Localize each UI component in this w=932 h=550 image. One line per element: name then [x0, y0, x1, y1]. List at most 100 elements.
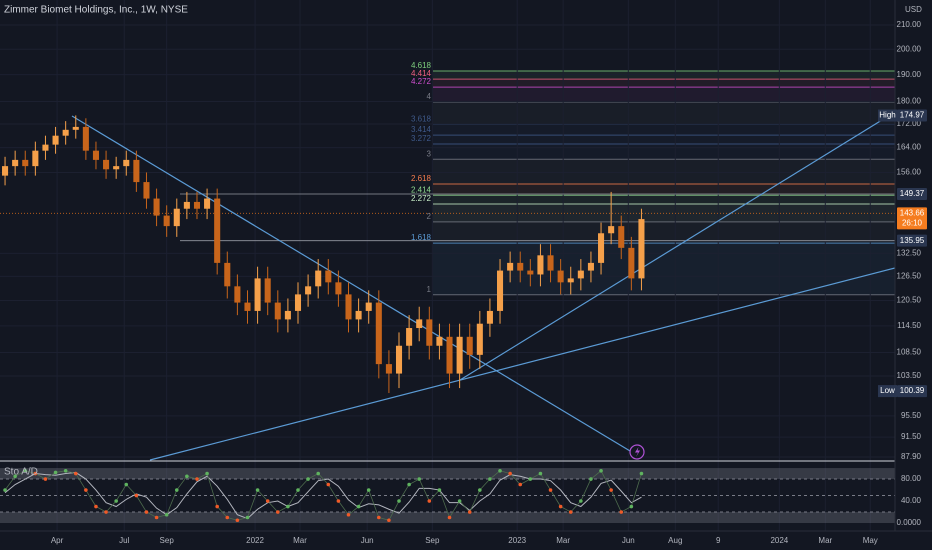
fib-label: 4	[427, 92, 432, 101]
y-tick-label: 87.90	[901, 452, 922, 461]
fib-label: 2.272	[411, 194, 432, 203]
x-tick-label: Mar	[556, 536, 570, 545]
candle-body	[204, 198, 211, 209]
osc-k-point	[326, 482, 331, 487]
candle-body	[123, 159, 130, 167]
osc-k-point	[225, 515, 230, 520]
osc-k-point	[33, 471, 38, 476]
candle-body	[385, 364, 392, 374]
fib-band	[433, 124, 895, 136]
osc-k-point	[599, 468, 603, 473]
currency: USD	[905, 5, 922, 14]
candle-body	[284, 310, 291, 320]
osc-k-point	[447, 515, 452, 520]
candle-body	[345, 294, 352, 320]
candle-body	[496, 270, 504, 311]
price-badge-value: 100.39	[900, 386, 925, 395]
candle-body	[2, 166, 9, 176]
osc-k-point	[609, 488, 613, 492]
candle-body	[92, 150, 99, 160]
y-tick-label: 164.00	[897, 143, 922, 152]
osc-k-point	[53, 470, 58, 475]
candle-body	[325, 270, 332, 283]
osc-k-point	[377, 515, 381, 520]
fib-band	[433, 135, 895, 145]
osc-k-point	[73, 471, 78, 476]
x-tick-label: Sep	[425, 536, 440, 545]
osc-line-k	[4, 470, 642, 521]
osc-k-point	[245, 515, 250, 520]
candle-body	[365, 302, 372, 311]
x-tick-label: Mar	[293, 536, 307, 545]
x-tick-label: Aug	[668, 536, 682, 545]
osc-k-point	[134, 493, 139, 498]
candle-body	[305, 286, 312, 295]
osc-k-point	[43, 477, 48, 481]
x-tick-label: 2022	[246, 536, 264, 545]
osc-k-point	[114, 499, 118, 503]
osc-k-point	[3, 488, 7, 492]
trend-line	[459, 111, 896, 381]
candle-body	[133, 159, 140, 183]
candle-body	[446, 336, 453, 374]
x-tick-label: Jun	[622, 536, 635, 545]
candle-body	[355, 310, 362, 320]
candle-body	[173, 208, 180, 227]
osc-k-point	[124, 482, 129, 487]
candle-body	[416, 319, 423, 329]
x-tick-label: 2024	[770, 536, 788, 545]
price-badge	[897, 207, 927, 230]
price-badge	[897, 109, 927, 122]
candle-body	[628, 247, 635, 279]
fib-label: 2.414	[411, 185, 432, 194]
fib-label: 1	[427, 285, 432, 294]
osc-k-point	[265, 499, 270, 503]
candle-body	[183, 201, 190, 209]
candle-body	[294, 294, 302, 311]
y-tick-label: 210.00	[897, 20, 922, 29]
price-badge-value: 174.97	[900, 111, 925, 120]
y-tick-label: 91.50	[901, 432, 922, 441]
osc-k-point	[366, 488, 371, 492]
candle-body	[638, 219, 645, 279]
overbought-zone	[0, 468, 895, 480]
event-bolt	[635, 447, 640, 457]
candle-body	[163, 215, 170, 227]
osc-k-point	[407, 482, 411, 487]
y-tick-label: 103.50	[897, 371, 922, 380]
osc-k-point	[235, 518, 240, 523]
osc-k-point	[417, 477, 422, 481]
osc-k-point	[255, 488, 260, 492]
y-tick-label: 120.50	[897, 296, 922, 305]
osc-k-point	[286, 504, 290, 509]
candle-body	[547, 255, 554, 271]
candle-body	[22, 159, 29, 167]
osc-k-point	[154, 515, 159, 520]
badge-tag-label: High	[879, 111, 895, 120]
osc-k-point	[427, 499, 432, 503]
y-tick-label: 132.50	[897, 249, 922, 258]
price-badge-value: 143.66	[900, 208, 925, 217]
candle-body	[335, 282, 342, 295]
candle-body	[72, 126, 79, 130]
candle-body	[315, 270, 322, 287]
x-tick-label: May	[863, 536, 878, 545]
osc-k-point	[488, 477, 492, 481]
osc-k-point	[346, 512, 351, 517]
osc-k-point	[316, 471, 320, 476]
countdown: 26:10	[902, 218, 923, 227]
osc-k-point	[498, 468, 502, 473]
candle-body	[153, 198, 160, 216]
osc-k-point	[548, 488, 553, 492]
candle-body	[52, 135, 59, 145]
osc-line-d	[4, 471, 642, 520]
osc-k-point	[336, 499, 341, 503]
candle-body	[244, 302, 251, 311]
fib-label: 1.618	[411, 233, 432, 242]
candle-body	[143, 182, 150, 199]
price-badge-value: 135.95	[900, 236, 925, 245]
price-badge	[897, 385, 927, 398]
y-tick-label: 200.00	[897, 44, 922, 53]
osc-k-point	[579, 499, 583, 503]
osc-k-point	[296, 488, 300, 492]
